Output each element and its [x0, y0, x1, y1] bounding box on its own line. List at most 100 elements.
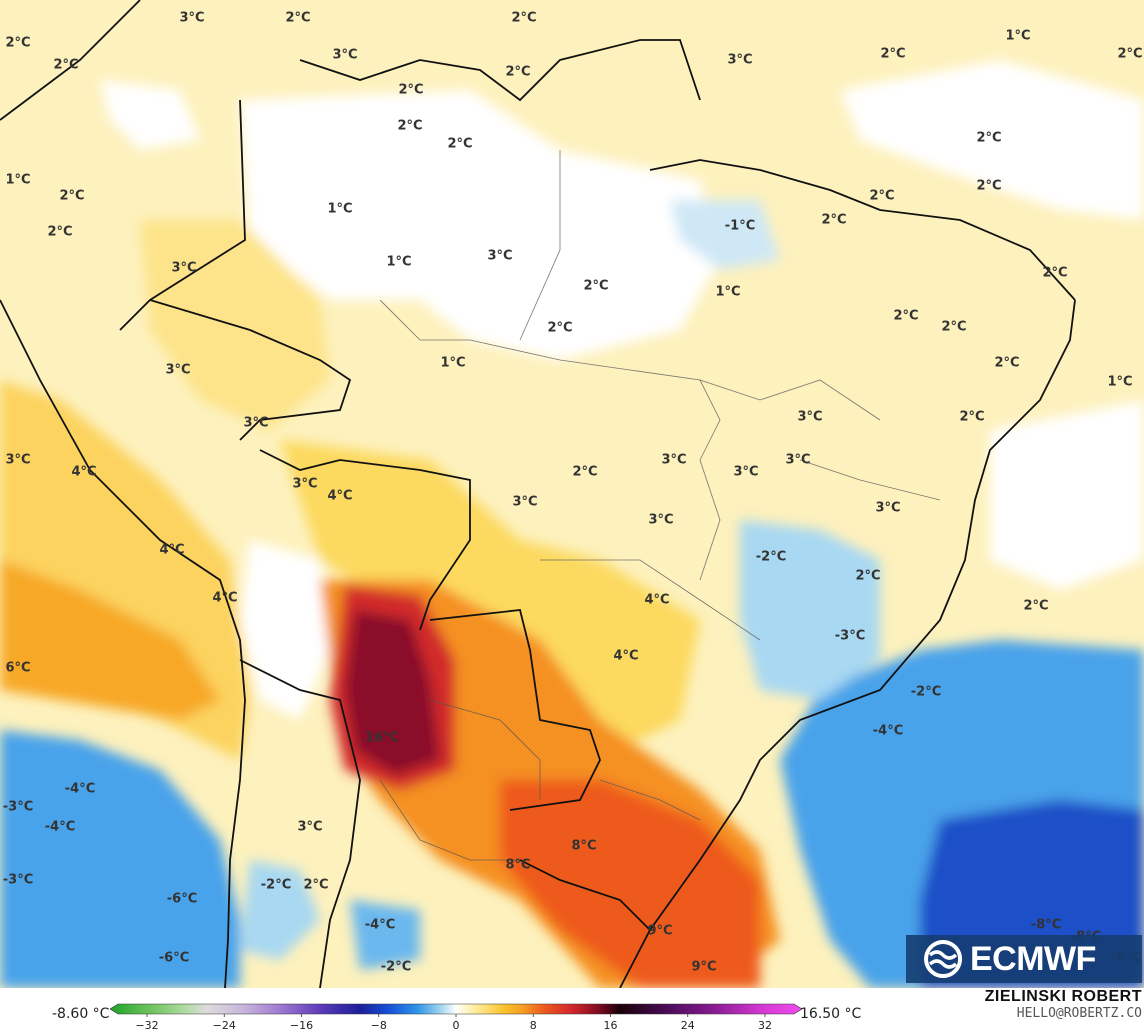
- temperature-label: 1°C: [5, 173, 30, 188]
- colorbar-tick-label: 0: [453, 1019, 460, 1032]
- temperature-label: 2°C: [855, 569, 880, 584]
- country-borders: [0, 0, 1076, 988]
- field-pacific-orange: [0, 560, 220, 720]
- temperature-label: -6°C: [167, 892, 197, 907]
- temperature-label: 2°C: [59, 189, 84, 204]
- temperature-anomaly-map: 3°C 2°C 2°C 2°C 3°C 3°C 2°C 1°C 2°C 2°C 2°C 2°C 2°C 2…: [0, 0, 1144, 988]
- temperature-label: -2°C: [911, 685, 941, 700]
- temperature-label: 2°C: [398, 83, 423, 98]
- colorbar-max-label: 16.50 °C: [800, 1006, 862, 1022]
- temperature-labels: 3°C 2°C 2°C 2°C 3°C 3°C 2°C 1°C 2°C 2°C 2°C 2°C 2°C 2…: [3, 11, 1143, 975]
- temperature-label: 1°C: [327, 202, 352, 217]
- temperature-label: 2°C: [880, 47, 905, 62]
- border-bolivia-paraguay: [259, 449, 471, 631]
- temperature-label: 3°C: [648, 513, 673, 528]
- temperature-label: -4°C: [45, 820, 75, 835]
- temperature-label: 2°C: [511, 11, 536, 26]
- field-interior-yellow: [280, 440, 700, 760]
- temperature-label: 3°C: [661, 453, 686, 468]
- colorbar-tick-label: 32: [758, 1019, 772, 1032]
- temperature-label: -2°C: [756, 550, 786, 565]
- coast-brazil-north: [649, 159, 1076, 301]
- colorbar-tick-label: 24: [681, 1019, 695, 1032]
- temperature-label: 2°C: [547, 321, 572, 336]
- temperature-label: 3°C: [292, 477, 317, 492]
- temperature-label: 2°C: [1023, 599, 1048, 614]
- ecmwf-logo-icon: [924, 940, 963, 978]
- temperature-label: 2°C: [1117, 47, 1142, 62]
- temperature-label: 1°C: [1107, 375, 1132, 390]
- temperature-label: 2°C: [821, 213, 846, 228]
- border-argentina-chile-south: [239, 659, 361, 988]
- temperature-label: 3°C: [797, 410, 822, 425]
- temperature-label: -8°C: [1031, 918, 1061, 933]
- state-line-4: [540, 559, 761, 641]
- field-east-ocean-near-zero: [990, 400, 1144, 590]
- temperature-label: 8°C: [571, 839, 596, 854]
- colorbar-min-label: -8.60 °C: [52, 1006, 110, 1022]
- temperature-label: -1°C: [725, 219, 755, 234]
- state-line-5: [379, 299, 470, 341]
- temperature-label: 1°C: [440, 356, 465, 371]
- temperature-label: 3°C: [875, 501, 900, 516]
- field-north-upper: [100, 80, 200, 150]
- temperature-label: 2°C: [869, 189, 894, 204]
- state-line-8: [429, 699, 541, 800]
- temperature-label: 9°C: [691, 960, 716, 975]
- temperature-label: 2°C: [583, 279, 608, 294]
- colorbar-tick-label: −16: [290, 1019, 313, 1032]
- colorbar-tick-label: 16: [604, 1019, 618, 1032]
- temperature-label: -4°C: [365, 918, 395, 933]
- temperature-label: 1°C: [386, 255, 411, 270]
- anomaly-fields: [0, 60, 1144, 988]
- temperature-label: 2°C: [303, 878, 328, 893]
- temperature-label: 3°C: [512, 495, 537, 510]
- border-guianas: [299, 39, 701, 102]
- temperature-label: -3°C: [835, 629, 865, 644]
- temperature-label: 1°C: [715, 285, 740, 300]
- temperature-label: -3°C: [3, 800, 33, 815]
- state-line-6: [699, 459, 721, 581]
- state-line-9: [379, 779, 520, 861]
- temperature-label: 4°C: [613, 649, 638, 664]
- temperature-label: 4°C: [71, 465, 96, 480]
- temperature-label: 3°C: [243, 416, 268, 431]
- temperature-label: 3°C: [297, 820, 322, 835]
- temperature-label: -2°C: [261, 878, 291, 893]
- temperature-label: 2°C: [53, 58, 78, 73]
- temperature-label: 16°C: [365, 731, 399, 746]
- temperature-label: 6°C: [5, 661, 30, 676]
- temperature-label: 4°C: [327, 489, 352, 504]
- colorbar: −32 −24 −16 −8 0 8 16 24 32: [110, 1003, 802, 1032]
- coastline-pacific: [0, 0, 141, 121]
- temperature-label: 2°C: [941, 320, 966, 335]
- field-core-darkred: [345, 610, 440, 775]
- temperature-label: 3°C: [785, 453, 810, 468]
- temperature-label: 1°C: [1005, 29, 1030, 44]
- author-name: ZIELINSKI ROBERT: [984, 988, 1142, 1005]
- temperature-label: -4°C: [65, 782, 95, 797]
- temperature-label: 3°C: [487, 249, 512, 264]
- temperature-label: 2°C: [572, 465, 597, 480]
- field-patagonia-blue2: [350, 900, 420, 970]
- coast-brazil-east: [619, 299, 1076, 988]
- temperature-label: 4°C: [212, 591, 237, 606]
- temperature-label: 3°C: [727, 53, 752, 68]
- temperature-label: -2°C: [381, 960, 411, 975]
- temperature-label: 2°C: [1042, 266, 1067, 281]
- field-south-red: [500, 780, 760, 988]
- temperature-label: 2°C: [285, 11, 310, 26]
- temperature-label: 8°C: [505, 858, 530, 873]
- field-amazon-near-zero: [240, 90, 720, 360]
- border-brazil-bolivia: [149, 299, 352, 441]
- temperature-label: 2°C: [893, 309, 918, 324]
- ecmwf-logo-text: ECMWF: [970, 939, 1096, 978]
- field-pacific-blue: [0, 730, 240, 988]
- ecmwf-logo: ECMWF: [906, 935, 1142, 983]
- temperature-label: 2°C: [959, 410, 984, 425]
- border-paraguay-south: [429, 609, 601, 811]
- temperature-label: 2°C: [976, 131, 1001, 146]
- legend-footer: -8.60 °C −32 −24 −16 −8 0 8 16 24 32 16.50 °C ZI…: [0, 988, 1144, 1035]
- temperature-label: 2°C: [397, 119, 422, 134]
- state-line-7: [799, 459, 941, 501]
